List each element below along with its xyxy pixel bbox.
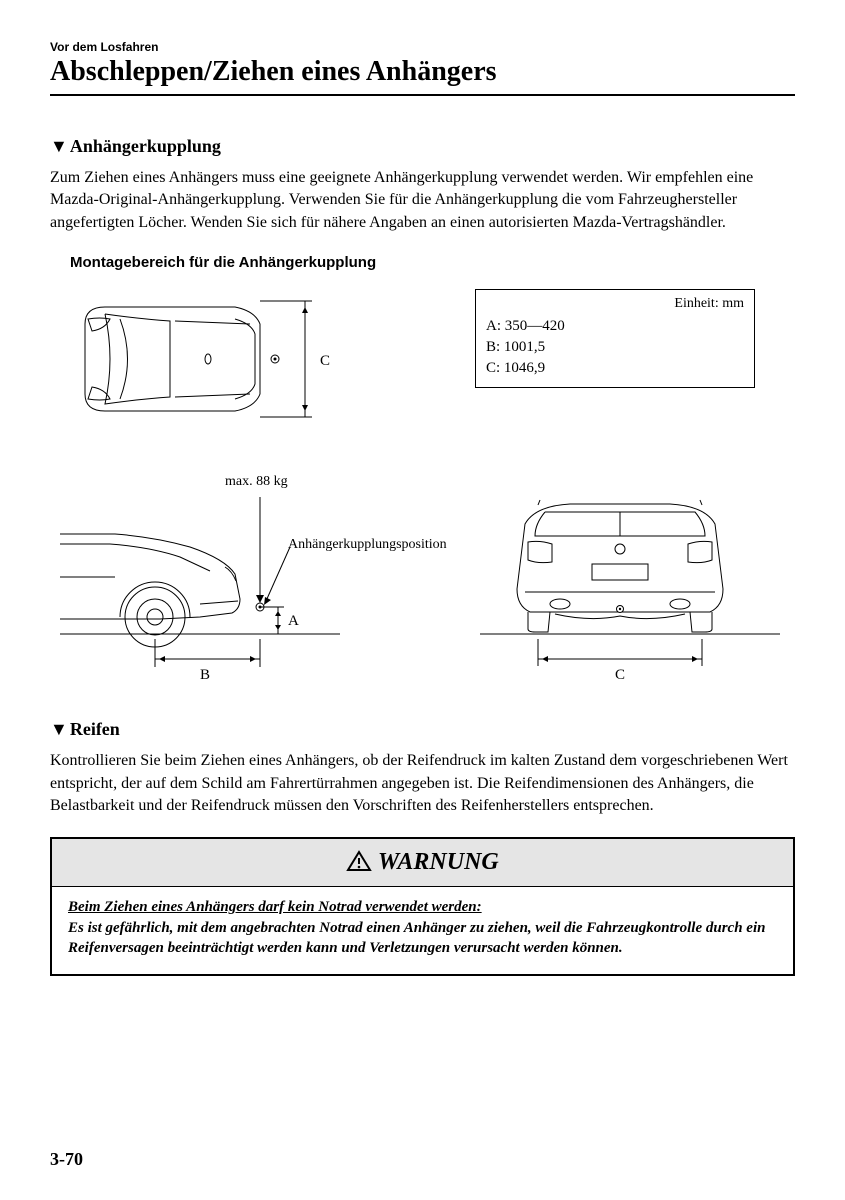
dim-label-c-top: C bbox=[320, 353, 330, 369]
vehicle-side-view-icon: A B bbox=[60, 489, 340, 689]
warning-title: WARNUNG bbox=[378, 849, 499, 875]
triangle-marker-icon: ▼ bbox=[50, 719, 68, 740]
warning-box: WARNUNG Beim Ziehen eines Anhängers darf… bbox=[50, 837, 795, 976]
section-heading-hitch: ▼Anhängerkupplung bbox=[50, 136, 795, 157]
dim-b-value: B: 1001,5 bbox=[486, 337, 744, 358]
section-body-hitch: Zum Ziehen eines Anhängers muss eine gee… bbox=[50, 167, 795, 234]
warning-body: Beim Ziehen eines Anhängers darf kein No… bbox=[52, 887, 793, 974]
diagram-title: Montagebereich für die Anhängerkupplung bbox=[70, 254, 795, 271]
section-body-tires: Kontrollieren Sie beim Ziehen eines Anhä… bbox=[50, 750, 795, 817]
page-title: Abschleppen/Ziehen eines Anhängers bbox=[50, 56, 795, 96]
chapter-label: Vor dem Losfahren bbox=[50, 40, 795, 54]
dim-label-a: A bbox=[288, 613, 299, 629]
units-label: Einheit: mm bbox=[486, 294, 744, 314]
page-number: 3-70 bbox=[50, 1149, 83, 1170]
triangle-marker-icon: ▼ bbox=[50, 136, 68, 157]
dim-label-b: B bbox=[200, 667, 210, 683]
diagram-container: Einheit: mm A: 350—420 B: 1001,5 C: 1046… bbox=[50, 279, 795, 699]
dimensions-box: Einheit: mm A: 350—420 B: 1001,5 C: 1046… bbox=[475, 289, 755, 388]
warning-body-text: Es ist gefährlich, mit dem angebrachten … bbox=[68, 918, 777, 959]
max-load-label: max. 88 kg bbox=[225, 474, 288, 490]
vehicle-rear-view-icon: C bbox=[480, 494, 780, 694]
vehicle-top-view-icon: C bbox=[80, 289, 350, 439]
warning-triangle-icon bbox=[346, 849, 378, 875]
warning-header: WARNUNG bbox=[52, 839, 793, 887]
dim-c-value: C: 1046,9 bbox=[486, 358, 744, 379]
warning-headline: Beim Ziehen eines Anhängers darf kein No… bbox=[68, 897, 777, 917]
section-heading-tires: ▼Reifen bbox=[50, 719, 795, 740]
dim-label-c-rear: C bbox=[615, 667, 625, 683]
dim-a-value: A: 350—420 bbox=[486, 316, 744, 337]
section-heading-text: Anhängerkupplung bbox=[70, 136, 221, 156]
section-heading-text: Reifen bbox=[70, 719, 120, 739]
